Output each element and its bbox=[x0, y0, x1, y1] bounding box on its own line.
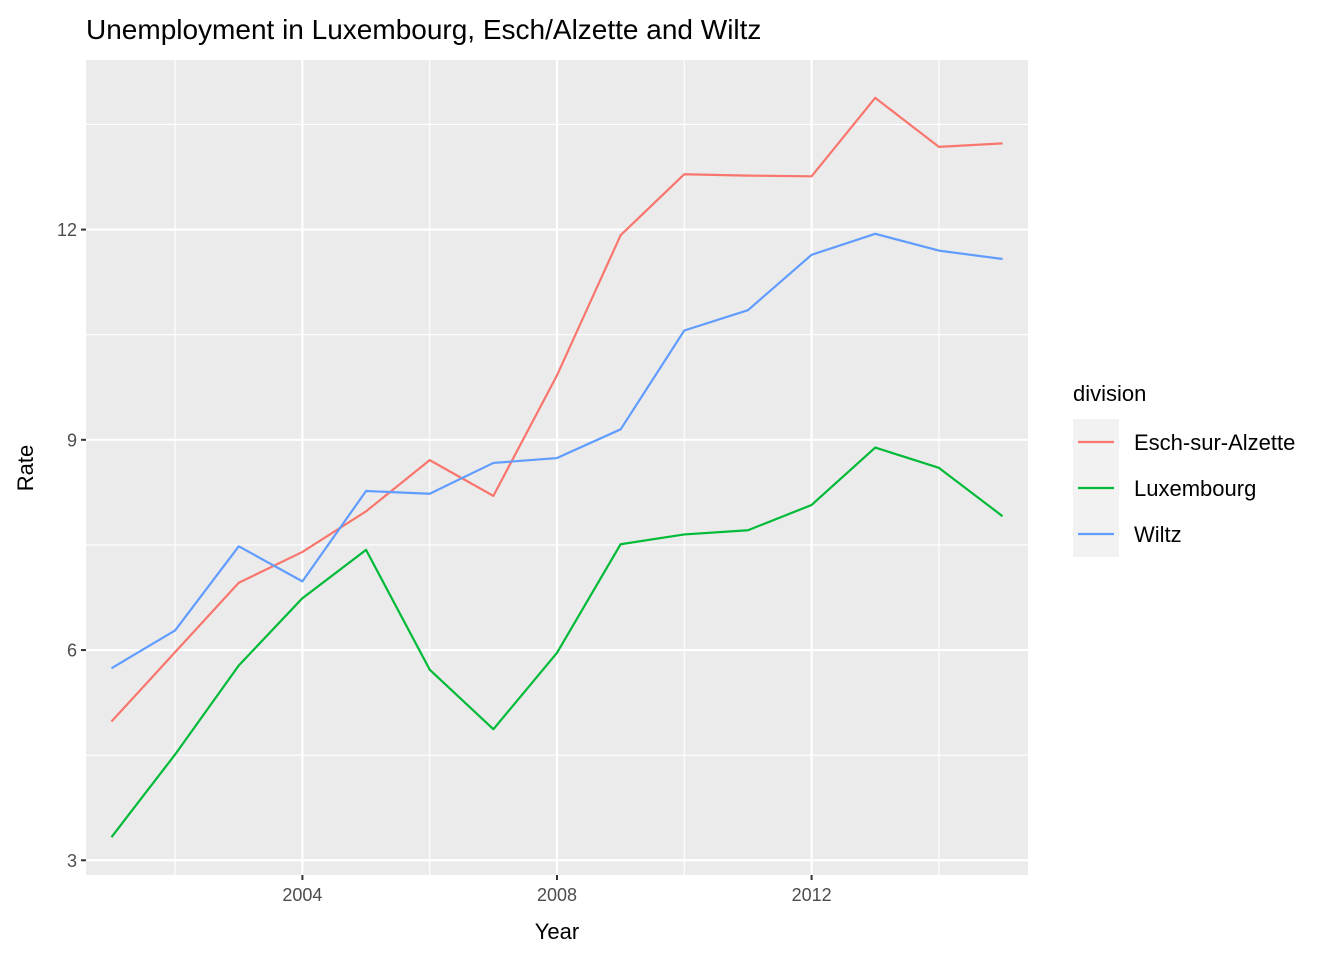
y-tick-label: 6 bbox=[67, 641, 77, 661]
series-line-luxembourg bbox=[110, 446, 1004, 838]
series-lines bbox=[110, 96, 1004, 838]
series-line-esch-sur-alzette bbox=[110, 96, 1003, 723]
series-line-wiltz bbox=[110, 232, 1003, 670]
x-tick-label: 2008 bbox=[537, 885, 577, 905]
major-gridlines bbox=[86, 60, 1028, 875]
legend-label: Luxembourg bbox=[1134, 476, 1256, 501]
legend-label: Wiltz bbox=[1134, 522, 1182, 547]
x-tick-label: 2012 bbox=[792, 885, 832, 905]
legend-label: Esch-sur-Alzette bbox=[1134, 430, 1295, 455]
y-tick-label: 9 bbox=[67, 430, 77, 450]
x-axis-title: Year bbox=[535, 919, 579, 944]
x-axis: 2004 2008 2012 bbox=[282, 875, 832, 905]
chart-title: Unemployment in Luxembourg, Esch/Alzette… bbox=[86, 14, 761, 45]
y-axis-title: Rate bbox=[13, 445, 38, 491]
legend: division Esch-sur-Alzette Luxembourg Wiltz bbox=[1073, 381, 1295, 557]
y-tick-label: 12 bbox=[57, 220, 77, 240]
legend-title: division bbox=[1073, 381, 1146, 406]
y-axis: 3 6 9 12 bbox=[57, 220, 86, 871]
y-tick-label: 3 bbox=[67, 851, 77, 871]
x-tick-label: 2004 bbox=[282, 885, 322, 905]
